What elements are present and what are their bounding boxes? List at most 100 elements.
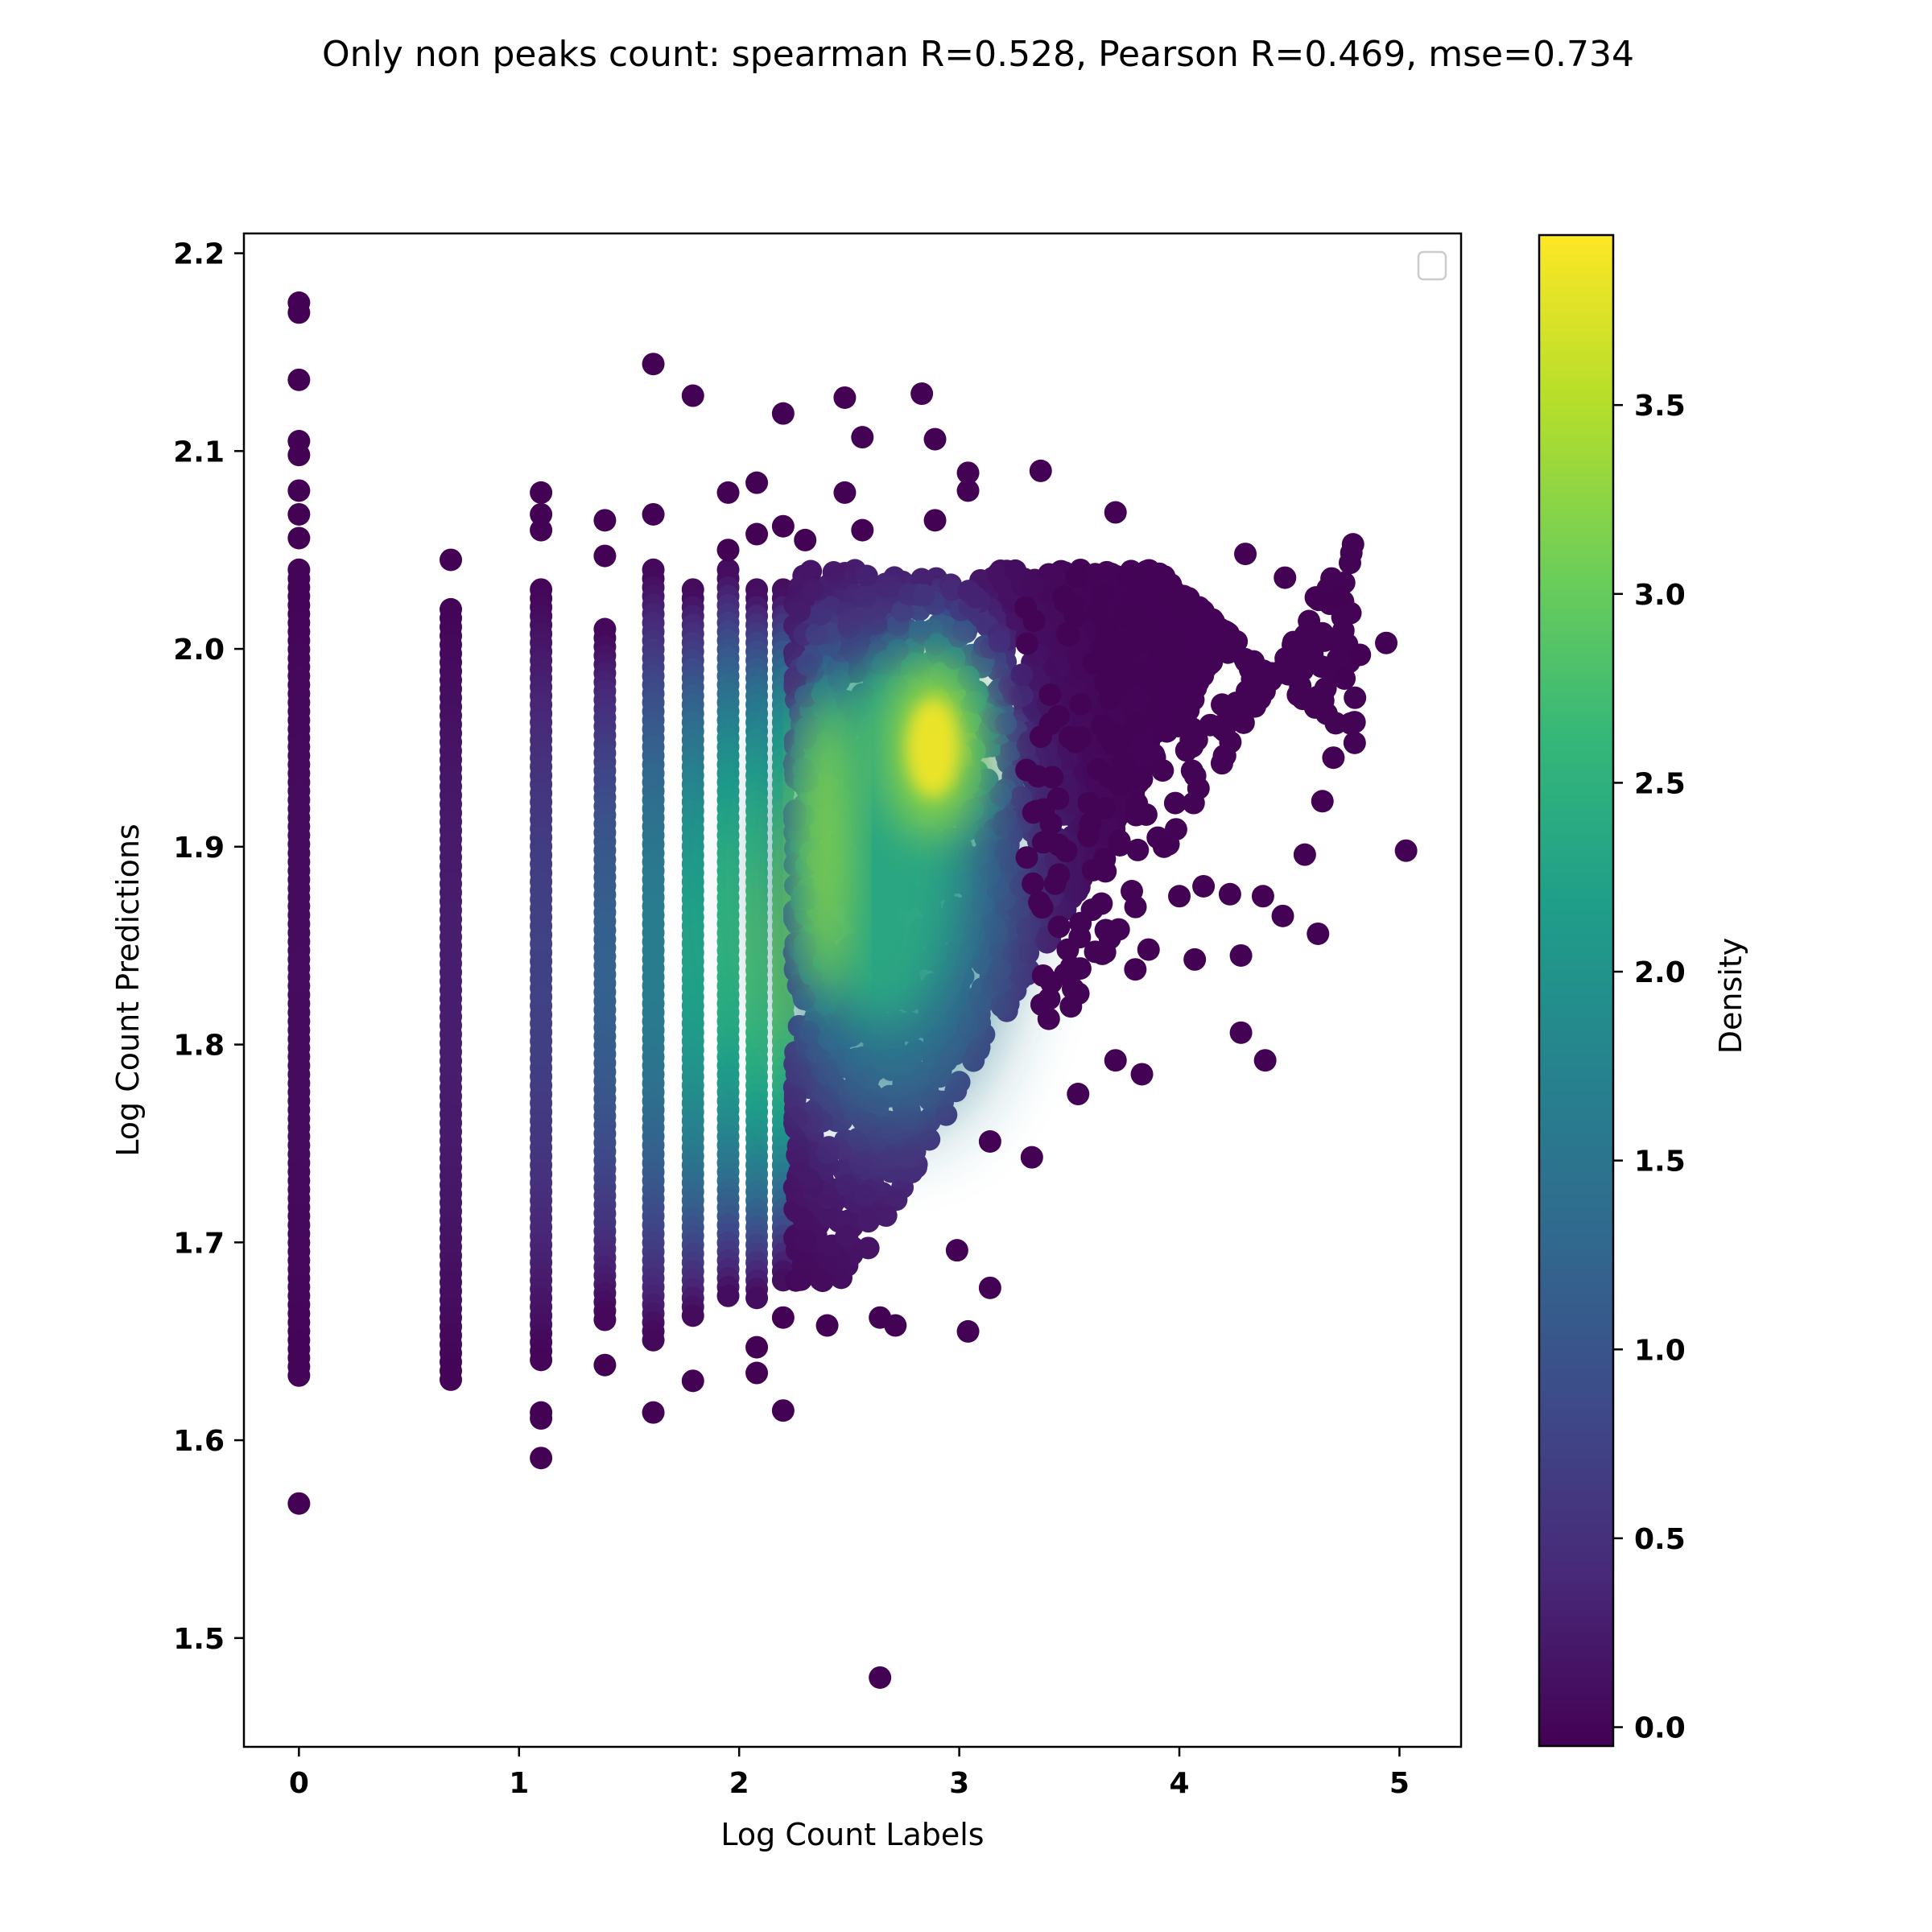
colorbar-tick-label: 0.5: [1634, 1523, 1686, 1556]
data-point: [1241, 664, 1265, 687]
data-point: [1210, 752, 1233, 775]
data-point: [1094, 919, 1117, 942]
data-point: [1010, 663, 1034, 687]
outlier-point: [745, 522, 769, 546]
data-point: [880, 1121, 903, 1145]
data-point: [1031, 831, 1055, 854]
data-point: [789, 1268, 812, 1291]
outlier-point: [440, 548, 463, 572]
data-point: [1145, 698, 1168, 721]
outlier-point: [716, 481, 740, 504]
data-point: [785, 1105, 808, 1129]
data-point: [880, 575, 903, 598]
data-point: [1331, 619, 1355, 642]
y-tick-label: 2.0: [173, 634, 225, 667]
x-axis-label: Log Count Labels: [720, 1817, 984, 1852]
outlier-point: [681, 1369, 704, 1393]
outlier-point: [771, 1306, 795, 1329]
data-point: [1009, 786, 1033, 809]
outlier-point: [815, 1314, 839, 1337]
colorbar-frame: [1538, 233, 1615, 1748]
data-point: [1010, 684, 1034, 708]
data-point: [990, 994, 1013, 1018]
data-point: [1009, 964, 1032, 987]
colorbar-tick-label: 3.0: [1634, 579, 1686, 612]
outlier-point: [593, 1353, 617, 1377]
outlier-point: [1168, 885, 1191, 908]
density-blob: [906, 698, 960, 798]
data-point: [1219, 730, 1242, 753]
legend-box: [1417, 250, 1447, 281]
y-tick-label: 1.8: [173, 1030, 225, 1063]
data-point: [1090, 892, 1113, 915]
outlier-point: [833, 386, 857, 409]
data-point: [854, 1184, 877, 1208]
data-point: [1126, 838, 1150, 861]
data-point: [1021, 575, 1044, 598]
outlier-point: [287, 526, 311, 550]
outlier-point: [1251, 885, 1274, 908]
data-point: [794, 684, 817, 708]
data-point: [287, 1364, 311, 1387]
outlier-point: [287, 479, 311, 502]
outlier-point: [1304, 586, 1327, 609]
data-point: [880, 1145, 903, 1168]
outlier-point: [771, 1399, 795, 1422]
data-point: [1039, 812, 1063, 836]
data-point: [1084, 940, 1107, 964]
outlier-point: [771, 514, 795, 538]
outlier-point: [1104, 501, 1127, 524]
points-layer: [287, 291, 1418, 1689]
data-point: [1043, 872, 1067, 895]
outlier-point: [1293, 843, 1316, 866]
outlier-point: [1348, 643, 1372, 667]
density-blob: [805, 698, 849, 996]
outlier-point: [1322, 746, 1345, 770]
outlier-point: [530, 481, 553, 504]
data-point: [1082, 651, 1105, 675]
data-point: [593, 1308, 617, 1331]
data-point: [794, 1229, 817, 1253]
data-point: [1129, 662, 1153, 685]
data-point: [1311, 683, 1335, 706]
y-axis: 1.5 1.6 1.7 1.8 1.9 2.0 2.1 2.2: [173, 238, 244, 1656]
data-point: [1015, 632, 1038, 655]
data-point: [1182, 791, 1205, 815]
data-point: [1291, 687, 1315, 711]
x-tick-label: 3: [949, 1767, 969, 1800]
outlier-point: [884, 1314, 907, 1337]
outlier-point: [910, 382, 934, 406]
data-point: [1015, 846, 1038, 869]
outlier-point: [593, 544, 617, 568]
colorbar: 0.0 0.5 1.0 1.5 2.0 2.5 3.0 3.5 Density: [1538, 233, 1748, 1748]
outlier-point: [287, 368, 311, 391]
data-point: [816, 1186, 840, 1209]
data-point: [846, 635, 869, 658]
data-point: [792, 1209, 815, 1232]
data-point: [440, 1368, 463, 1391]
data-point: [799, 559, 823, 583]
data-point: [1152, 662, 1175, 685]
data-point: [1163, 791, 1187, 815]
data-point: [1046, 787, 1070, 811]
data-point: [849, 1151, 873, 1174]
x-tick-label: 1: [509, 1767, 529, 1800]
outlier-point: [851, 426, 874, 449]
outlier-point: [956, 479, 980, 502]
x-tick-label: 2: [729, 1767, 749, 1800]
y-tick-label: 2.2: [173, 238, 225, 271]
data-point: [1343, 731, 1366, 754]
data-point: [1022, 872, 1045, 895]
data-point: [1128, 605, 1151, 628]
outlier-point: [1229, 943, 1253, 967]
data-point: [745, 1286, 769, 1310]
data-point: [1125, 712, 1148, 736]
plot-frame: [242, 232, 1463, 1748]
outlier-point: [287, 502, 311, 526]
outlier-point: [287, 444, 311, 467]
y-tick-label: 2.1: [173, 436, 225, 469]
outlier-point: [1152, 835, 1175, 858]
outlier-point: [978, 1276, 1001, 1299]
x-tick-label: 4: [1169, 1767, 1189, 1800]
data-point: [1056, 621, 1080, 645]
